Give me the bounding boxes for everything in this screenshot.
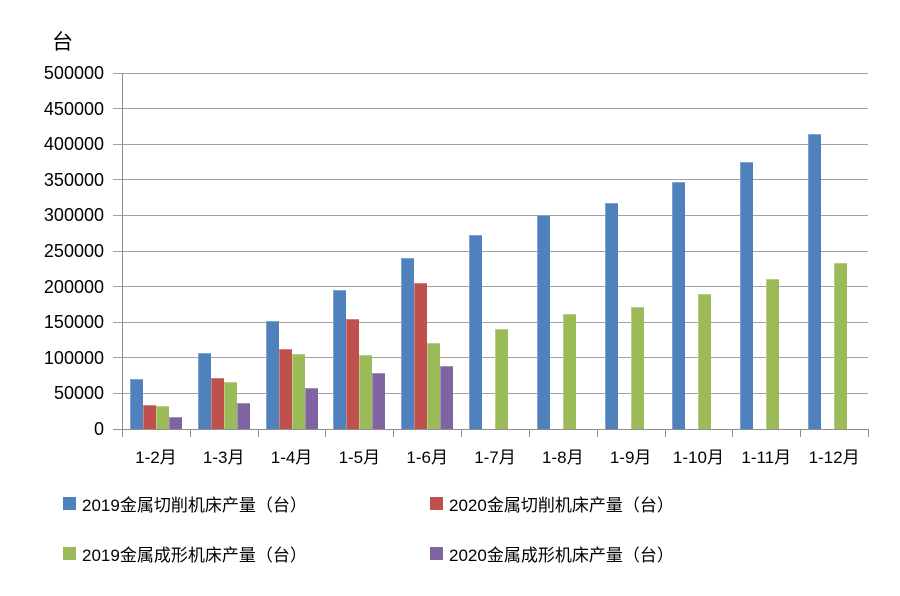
legend-item-label: 2020金属切削机床产量（台） [449, 496, 674, 515]
bar [291, 353, 305, 429]
legend-color-swatch-icon [63, 547, 76, 560]
bar [740, 162, 754, 429]
y-tick-label: 50000 [53, 383, 104, 404]
x-tick-mark [800, 429, 801, 437]
gridline [113, 214, 868, 216]
x-tick-label: 1-5月 [338, 448, 381, 467]
bar [372, 373, 386, 429]
bar [359, 354, 373, 429]
bar [440, 365, 454, 429]
x-tick-label: 1-10月 [672, 448, 724, 467]
bar [333, 290, 347, 429]
y-axis-unit-label: 台 [52, 31, 73, 54]
y-tick-label: 400000 [43, 134, 104, 155]
x-tick-label: 1-12月 [808, 448, 860, 467]
bar [197, 352, 211, 429]
x-tick-mark [665, 429, 666, 437]
gridline [113, 286, 868, 288]
gridline [113, 72, 868, 74]
bar [495, 328, 508, 429]
bar [672, 181, 686, 429]
x-axis-line [113, 429, 868, 430]
bar [346, 319, 360, 429]
x-tick-mark [868, 429, 869, 437]
bar [155, 406, 169, 429]
legend-color-swatch-icon [63, 497, 76, 510]
y-axis-line [122, 73, 123, 437]
gridline [113, 250, 868, 252]
legend-item: 2019金属切削机床产量（台） [63, 489, 430, 518]
x-tick-mark [258, 429, 259, 437]
x-tick-label: 1-2月 [135, 448, 177, 467]
bar [834, 263, 848, 429]
x-tick-label: 1-3月 [202, 448, 245, 467]
y-tick-label: 0 [93, 419, 104, 439]
bar [168, 416, 182, 429]
y-tick-label: 450000 [43, 98, 104, 119]
bar [142, 404, 156, 429]
bar [236, 403, 250, 429]
bar [604, 203, 618, 429]
x-tick-mark [732, 429, 733, 437]
bar [129, 379, 143, 429]
legend-item: 2019金属成形机床产量（台） [63, 539, 430, 568]
bar [304, 387, 318, 429]
gridline [113, 321, 868, 323]
x-tick-label: 1-6月 [406, 448, 448, 467]
bar [698, 293, 712, 429]
y-tick-label: 200000 [43, 276, 104, 297]
bar [265, 320, 279, 429]
legend: 2019金属切削机床产量（台） 2020金属切削机床产量（台） 2019金属成形机床… [63, 489, 873, 568]
x-tick-mark [122, 429, 123, 437]
x-tick-mark [325, 429, 326, 437]
legend-color-swatch-icon [430, 547, 443, 560]
y-tick-label: 150000 [43, 312, 104, 333]
x-tick-mark [529, 429, 530, 437]
x-tick-label: 1-11月 [741, 448, 792, 467]
bar [808, 133, 822, 429]
bar [469, 235, 482, 429]
bar [536, 215, 550, 429]
bar [766, 278, 780, 429]
y-tick-label: 100000 [43, 347, 104, 368]
gridline [113, 108, 868, 110]
bar [223, 382, 237, 429]
bar [278, 348, 292, 429]
legend-item-label: 2019金属切削机床产量（台） [82, 496, 307, 515]
x-tick-label: 1-4月 [270, 448, 313, 467]
bar [427, 342, 441, 429]
x-tick-mark [190, 429, 191, 437]
bar [562, 313, 576, 429]
x-tick-label: 1-7月 [474, 448, 516, 467]
y-tick-label: 500000 [43, 63, 104, 83]
x-tick-mark [597, 429, 598, 437]
legend-item-label: 2020金属成形机床产量（台） [449, 546, 674, 565]
y-tick-label: 350000 [43, 169, 104, 190]
gridline [113, 179, 868, 181]
gridline [113, 392, 868, 394]
bar [414, 283, 428, 429]
legend-color-swatch-icon [430, 497, 443, 510]
x-tick-label: 1-8月 [542, 448, 584, 467]
gridline [113, 143, 868, 145]
x-tick-mark [461, 429, 462, 437]
gridline [113, 357, 868, 359]
bar [401, 258, 415, 429]
x-tick-label: 1-9月 [609, 448, 652, 467]
y-tick-label: 300000 [43, 205, 104, 226]
legend-item: 2020金属成形机床产量（台） [430, 539, 873, 568]
bar [210, 377, 224, 429]
y-tick-label: 250000 [43, 241, 104, 261]
x-tick-mark [393, 429, 394, 437]
bar [630, 306, 644, 429]
legend-item: 2020金属切削机床产量（台） [430, 489, 873, 518]
legend-item-label: 2019金属成形机床产量（台） [82, 546, 307, 565]
